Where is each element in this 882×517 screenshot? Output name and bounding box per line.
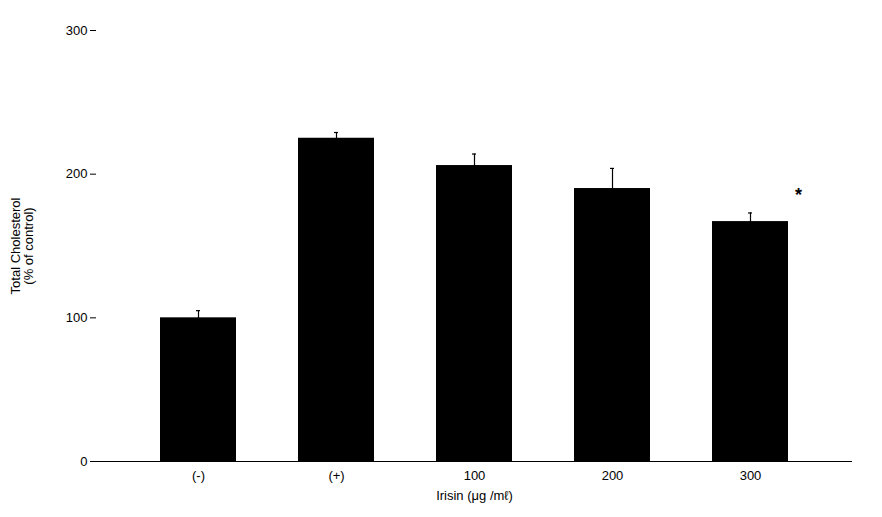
svg-text:100: 100: [66, 310, 88, 325]
svg-text:(-): (-): [192, 468, 205, 483]
svg-text:Total Cholesterol(% of control: Total Cholesterol(% of control): [8, 197, 36, 294]
svg-text:(+): (+): [328, 468, 344, 483]
svg-text:200: 200: [602, 468, 624, 483]
svg-text:Irisin (μg /mℓ): Irisin (μg /mℓ): [436, 488, 513, 503]
svg-text:200: 200: [66, 166, 88, 181]
svg-text:0: 0: [80, 454, 87, 469]
svg-text:100: 100: [464, 468, 486, 483]
svg-text:300: 300: [740, 468, 762, 483]
svg-text:300: 300: [66, 23, 88, 38]
svg-text:*: *: [795, 185, 802, 205]
